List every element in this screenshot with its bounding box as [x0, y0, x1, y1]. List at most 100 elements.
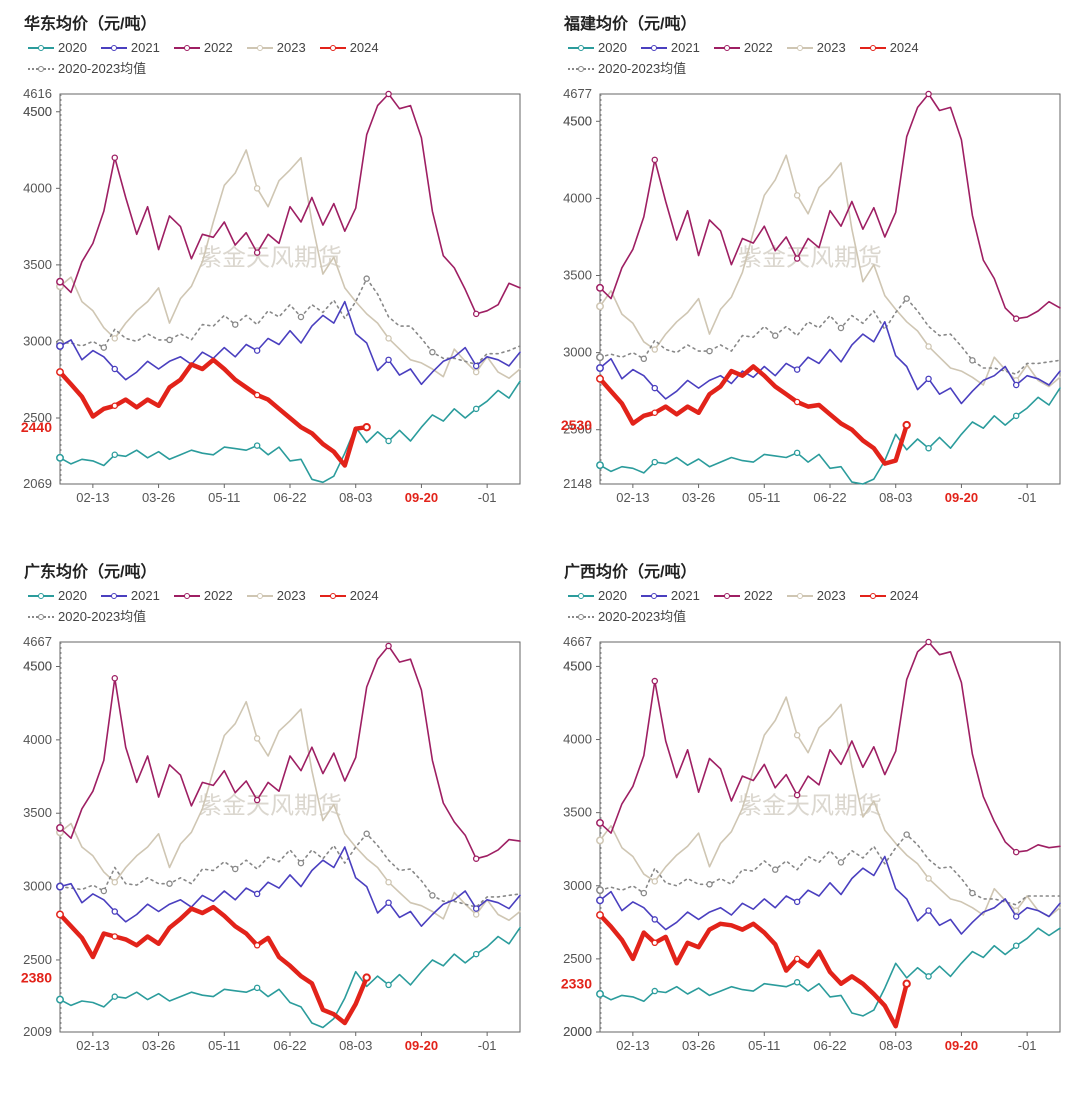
legend-label: 2023 — [277, 586, 306, 607]
series-2020 — [600, 388, 1060, 484]
legend-item: 2020 — [28, 586, 87, 607]
series-2021 — [600, 321, 1060, 403]
svg-text:2148: 2148 — [563, 476, 592, 491]
svg-text:3500: 3500 — [563, 804, 592, 819]
legend-label: 2020 — [598, 586, 627, 607]
legend-label: 2021 — [671, 38, 700, 59]
series-2024 — [600, 366, 907, 463]
legend-label: 2021 — [131, 586, 160, 607]
svg-text:03-26: 03-26 — [142, 1038, 175, 1053]
legend-label: 2020 — [58, 38, 87, 59]
svg-text:2500: 2500 — [563, 950, 592, 965]
legend-label: 2022 — [204, 38, 233, 59]
legend-label: 2024 — [350, 38, 379, 59]
svg-text:-01: -01 — [1018, 490, 1037, 505]
svg-text:09-20: 09-20 — [405, 1038, 438, 1053]
legend-label: 2020-2023均值 — [58, 59, 146, 80]
legend-label: 2023 — [817, 38, 846, 59]
series-2022 — [600, 642, 1060, 852]
svg-text:02-13: 02-13 — [616, 1038, 649, 1053]
chart-svg: 紫金天风期货2500300035004000450020694616450024… — [10, 84, 530, 514]
watermark: 紫金天风期货 — [198, 244, 342, 271]
panel-guangxi: 广西均价（元/吨） 2020 2021 2022 — [540, 548, 1080, 1096]
svg-text:2009: 2009 — [23, 1024, 52, 1039]
svg-text:3000: 3000 — [563, 344, 592, 359]
chart-area: 紫金天风期货2500300035004000450020694616450024… — [10, 84, 530, 514]
series-2022 — [60, 646, 520, 859]
svg-text:09-20: 09-20 — [945, 1038, 978, 1053]
series-2020 — [60, 381, 520, 482]
panel-title: 广东均价（元/吨） — [6, 558, 534, 582]
legend-label: 2021 — [671, 586, 700, 607]
series-2022 — [60, 94, 520, 314]
legend-item: 2022 — [174, 38, 233, 59]
svg-text:08-03: 08-03 — [879, 1038, 912, 1053]
svg-text:-01: -01 — [478, 1038, 497, 1053]
legend-label: 2022 — [204, 586, 233, 607]
svg-text:06-22: 06-22 — [813, 490, 846, 505]
svg-text:3000: 3000 — [23, 878, 52, 893]
legend-item: 2024 — [320, 38, 379, 59]
chart-svg: 紫金天风期货2000250030003500400045002000466745… — [550, 632, 1070, 1062]
svg-text:3500: 3500 — [23, 805, 52, 820]
series-2024 — [600, 915, 907, 1026]
legend-item: 2024 — [860, 586, 919, 607]
svg-text:3000: 3000 — [23, 333, 52, 348]
legend-item: 2020 — [568, 38, 627, 59]
legend-item: 2023 — [787, 586, 846, 607]
panel-guangdong: 广东均价（元/吨） 2020 2021 2022 — [0, 548, 540, 1096]
chart-area: 紫金天风期货2000250030003500400045002000466745… — [550, 632, 1070, 1062]
legend-label: 2022 — [744, 38, 773, 59]
series-2021 — [60, 847, 520, 926]
legend-label: 2024 — [350, 586, 379, 607]
highlight-value: 2330 — [561, 975, 592, 991]
svg-text:4500: 4500 — [23, 658, 52, 673]
svg-text:05-11: 05-11 — [208, 490, 240, 505]
legend-label: 2024 — [890, 38, 919, 59]
svg-text:2500: 2500 — [23, 952, 52, 967]
series-2024 — [60, 359, 367, 465]
highlight-value: 2440 — [21, 419, 52, 435]
svg-text:2069: 2069 — [23, 476, 52, 491]
panel-title: 华东均价（元/吨） — [6, 10, 534, 34]
legend-item: 2020 — [28, 38, 87, 59]
svg-text:4667: 4667 — [23, 634, 52, 649]
legend-label: 2023 — [277, 38, 306, 59]
legend-item: 2024 — [860, 38, 919, 59]
legend-item: 2021 — [641, 586, 700, 607]
legend-item: 2021 — [101, 586, 160, 607]
legend-label: 2023 — [817, 586, 846, 607]
legend-item: 2021 — [641, 38, 700, 59]
legend-label: 2022 — [744, 586, 773, 607]
legend: 2020 2021 2022 2023 — [546, 38, 1074, 80]
legend-label: 2020-2023均值 — [598, 59, 686, 80]
legend-item: 2023 — [247, 586, 306, 607]
chart-area: 紫金天风期货2500300035004000450020094667450023… — [10, 632, 530, 1062]
svg-text:4616: 4616 — [23, 86, 52, 101]
series-2021 — [60, 301, 520, 384]
svg-text:06-22: 06-22 — [273, 490, 306, 505]
legend-label: 2020 — [58, 586, 87, 607]
chart-svg: 紫金天风期货2500300035004000450020094667450023… — [10, 632, 530, 1062]
svg-text:4000: 4000 — [563, 190, 592, 205]
svg-text:4000: 4000 — [23, 731, 52, 746]
svg-text:05-11: 05-11 — [748, 490, 780, 505]
svg-text:4667: 4667 — [563, 634, 592, 649]
svg-text:03-26: 03-26 — [142, 490, 175, 505]
legend-item: 2020-2023均值 — [568, 607, 686, 628]
series-avg — [60, 833, 520, 906]
svg-text:02-13: 02-13 — [76, 490, 109, 505]
panel-huadong: 华东均价（元/吨） 2020 2021 2022 — [0, 0, 540, 548]
svg-text:05-11: 05-11 — [208, 1038, 240, 1053]
legend-label: 2024 — [890, 586, 919, 607]
legend-item: 2022 — [714, 38, 773, 59]
svg-text:-01: -01 — [1018, 1038, 1037, 1053]
svg-text:3000: 3000 — [563, 877, 592, 892]
svg-text:09-20: 09-20 — [405, 490, 438, 505]
series-2022 — [600, 94, 1060, 319]
legend-item: 2020-2023均值 — [568, 59, 686, 80]
svg-text:03-26: 03-26 — [682, 490, 715, 505]
legend-label: 2020-2023均值 — [58, 607, 146, 628]
svg-text:06-22: 06-22 — [813, 1038, 846, 1053]
svg-text:08-03: 08-03 — [339, 1038, 372, 1053]
